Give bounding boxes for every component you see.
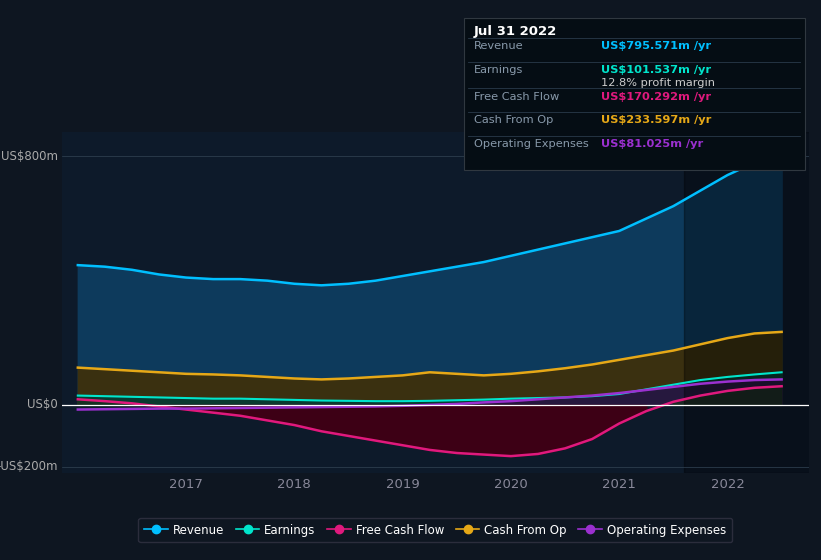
Text: US$800m: US$800m xyxy=(1,150,57,163)
Text: US$795.571m /yr: US$795.571m /yr xyxy=(601,41,711,52)
Text: US$81.025m /yr: US$81.025m /yr xyxy=(601,139,704,149)
Text: Revenue: Revenue xyxy=(474,41,523,52)
Text: US$170.292m /yr: US$170.292m /yr xyxy=(601,92,711,102)
Text: -US$200m: -US$200m xyxy=(0,460,57,474)
Text: US$101.537m /yr: US$101.537m /yr xyxy=(601,65,711,75)
Text: Free Cash Flow: Free Cash Flow xyxy=(474,92,559,102)
Text: Jul 31 2022: Jul 31 2022 xyxy=(474,25,557,38)
Text: US$0: US$0 xyxy=(27,398,57,412)
Bar xyxy=(684,132,819,473)
Text: 12.8% profit margin: 12.8% profit margin xyxy=(601,78,715,88)
Text: Operating Expenses: Operating Expenses xyxy=(474,139,589,149)
Text: Cash From Op: Cash From Op xyxy=(474,115,553,125)
Legend: Revenue, Earnings, Free Cash Flow, Cash From Op, Operating Expenses: Revenue, Earnings, Free Cash Flow, Cash … xyxy=(139,517,732,543)
Text: Earnings: Earnings xyxy=(474,65,523,75)
Text: US$233.597m /yr: US$233.597m /yr xyxy=(601,115,711,125)
